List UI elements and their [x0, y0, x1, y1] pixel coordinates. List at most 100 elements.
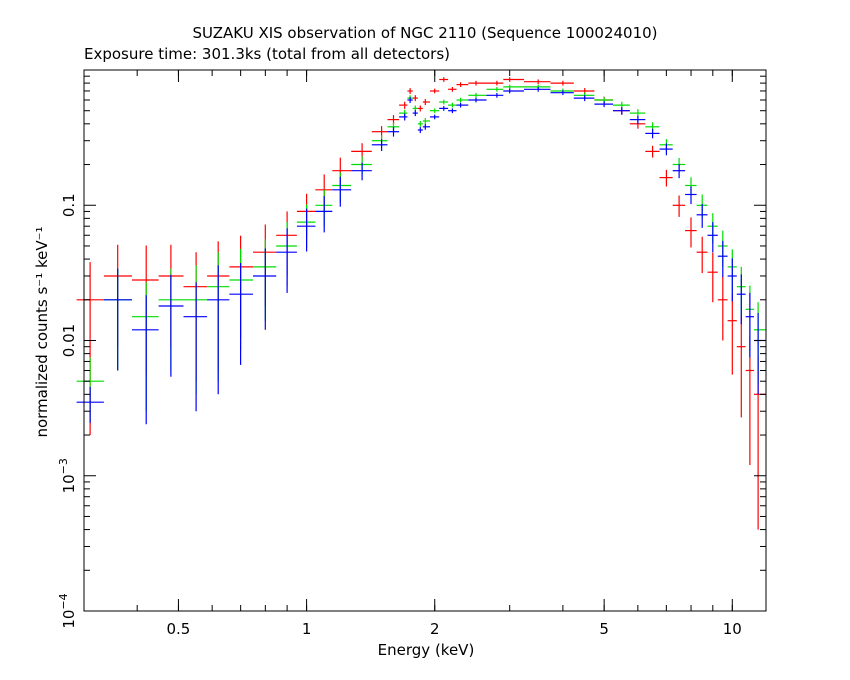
data-point: [351, 162, 372, 181]
y-tick-label: 0.1: [60, 193, 78, 217]
data-point: [672, 195, 686, 217]
data-point: [696, 204, 708, 228]
data-point: [629, 115, 646, 124]
data-point: [456, 82, 469, 87]
data-point: [503, 77, 524, 82]
data-point: [183, 265, 208, 395]
data-point: [524, 84, 551, 90]
data-layer: [76, 77, 766, 530]
data-point: [207, 265, 230, 395]
data-point: [685, 217, 697, 248]
data-point: [448, 87, 457, 92]
data-point: [407, 88, 413, 94]
data-point: [439, 106, 449, 111]
data-point: [685, 186, 697, 205]
data-point: [422, 124, 430, 130]
data-point: [417, 105, 423, 112]
data-point: [412, 110, 418, 117]
data-point: [550, 90, 574, 96]
data-point: [430, 114, 440, 120]
data-point: [503, 84, 524, 90]
data-point: [315, 196, 333, 233]
data-point: [253, 248, 277, 330]
data-point: [707, 222, 718, 253]
data-point: [736, 315, 746, 418]
chart-subtitle: Exposure time: 301.3ks (total from all d…: [84, 45, 450, 63]
x-tick-label: 0.5: [167, 620, 191, 638]
data-point: [594, 101, 613, 108]
data-point: [407, 97, 413, 103]
data-point: [183, 282, 208, 412]
data-point: [745, 336, 754, 465]
y-tick-label: 10−3: [57, 458, 78, 493]
data-point: [332, 172, 352, 203]
data-point: [439, 77, 449, 82]
data-point: [430, 88, 440, 94]
data-point: [727, 258, 737, 302]
data-point: [573, 92, 595, 99]
axis-layer: 0.5 1 2 5 10 10−4 10−3 0.01 0.1: [57, 69, 766, 638]
data-point: [229, 263, 253, 365]
data-point: [754, 302, 766, 384]
data-point: [422, 99, 430, 105]
chart-title: SUZAKU XIS observation of NGC 2110 (Sequ…: [192, 24, 657, 42]
data-point: [736, 274, 746, 325]
plot-frame: [83, 69, 767, 612]
data-point: [573, 95, 595, 102]
data-point: [550, 80, 574, 86]
data-point: [486, 80, 504, 86]
data-point: [439, 99, 449, 105]
data-point: [456, 97, 469, 103]
data-point: [468, 93, 487, 98]
data-point: [448, 102, 457, 108]
data-point: [707, 252, 718, 303]
data-point: [672, 164, 686, 179]
data-point: [132, 282, 159, 412]
data-point: [456, 102, 469, 108]
data-point: [613, 107, 630, 115]
data-point: [468, 80, 487, 86]
data-point: [745, 292, 754, 358]
data-point: [412, 95, 418, 102]
x-tick-label: 5: [599, 620, 609, 638]
y-tick-label: 0.01: [60, 324, 78, 357]
data-point: [371, 139, 388, 151]
data-point: [417, 127, 423, 133]
data-point: [524, 79, 551, 85]
x-tick-label: 2: [430, 620, 440, 638]
x-axis-label: Energy (keV): [378, 641, 475, 659]
data-point: [103, 268, 132, 371]
data-point: [399, 113, 408, 121]
data-point: [696, 236, 708, 274]
y-axis-label: normalized counts s⁻¹ keV⁻¹: [33, 226, 51, 437]
data-point: [486, 87, 504, 92]
data-point: [486, 93, 504, 98]
data-point: [132, 295, 159, 425]
data-point: [417, 121, 423, 127]
data-point: [645, 128, 660, 139]
data-point: [253, 224, 277, 306]
data-point: [296, 208, 316, 252]
data-point: [332, 176, 352, 207]
data-point: [422, 118, 430, 124]
data-point: [371, 126, 388, 138]
data-point: [332, 157, 352, 188]
data-point: [659, 169, 673, 187]
data-point: [253, 239, 277, 321]
data-point: [276, 228, 297, 293]
data-point: [76, 386, 104, 424]
x-tick-label: 1: [302, 620, 312, 638]
data-point: [503, 88, 524, 94]
data-point: [645, 145, 660, 158]
data-point: [158, 274, 184, 377]
data-point: [754, 356, 766, 530]
data-point: [387, 127, 400, 137]
data-point: [727, 293, 737, 375]
data-point: [430, 108, 440, 114]
y-tick-label: 10−4: [57, 593, 78, 628]
x-tick-label: 10: [723, 620, 742, 638]
data-point: [448, 108, 457, 114]
data-point: [468, 97, 487, 103]
series-2: [76, 87, 766, 425]
